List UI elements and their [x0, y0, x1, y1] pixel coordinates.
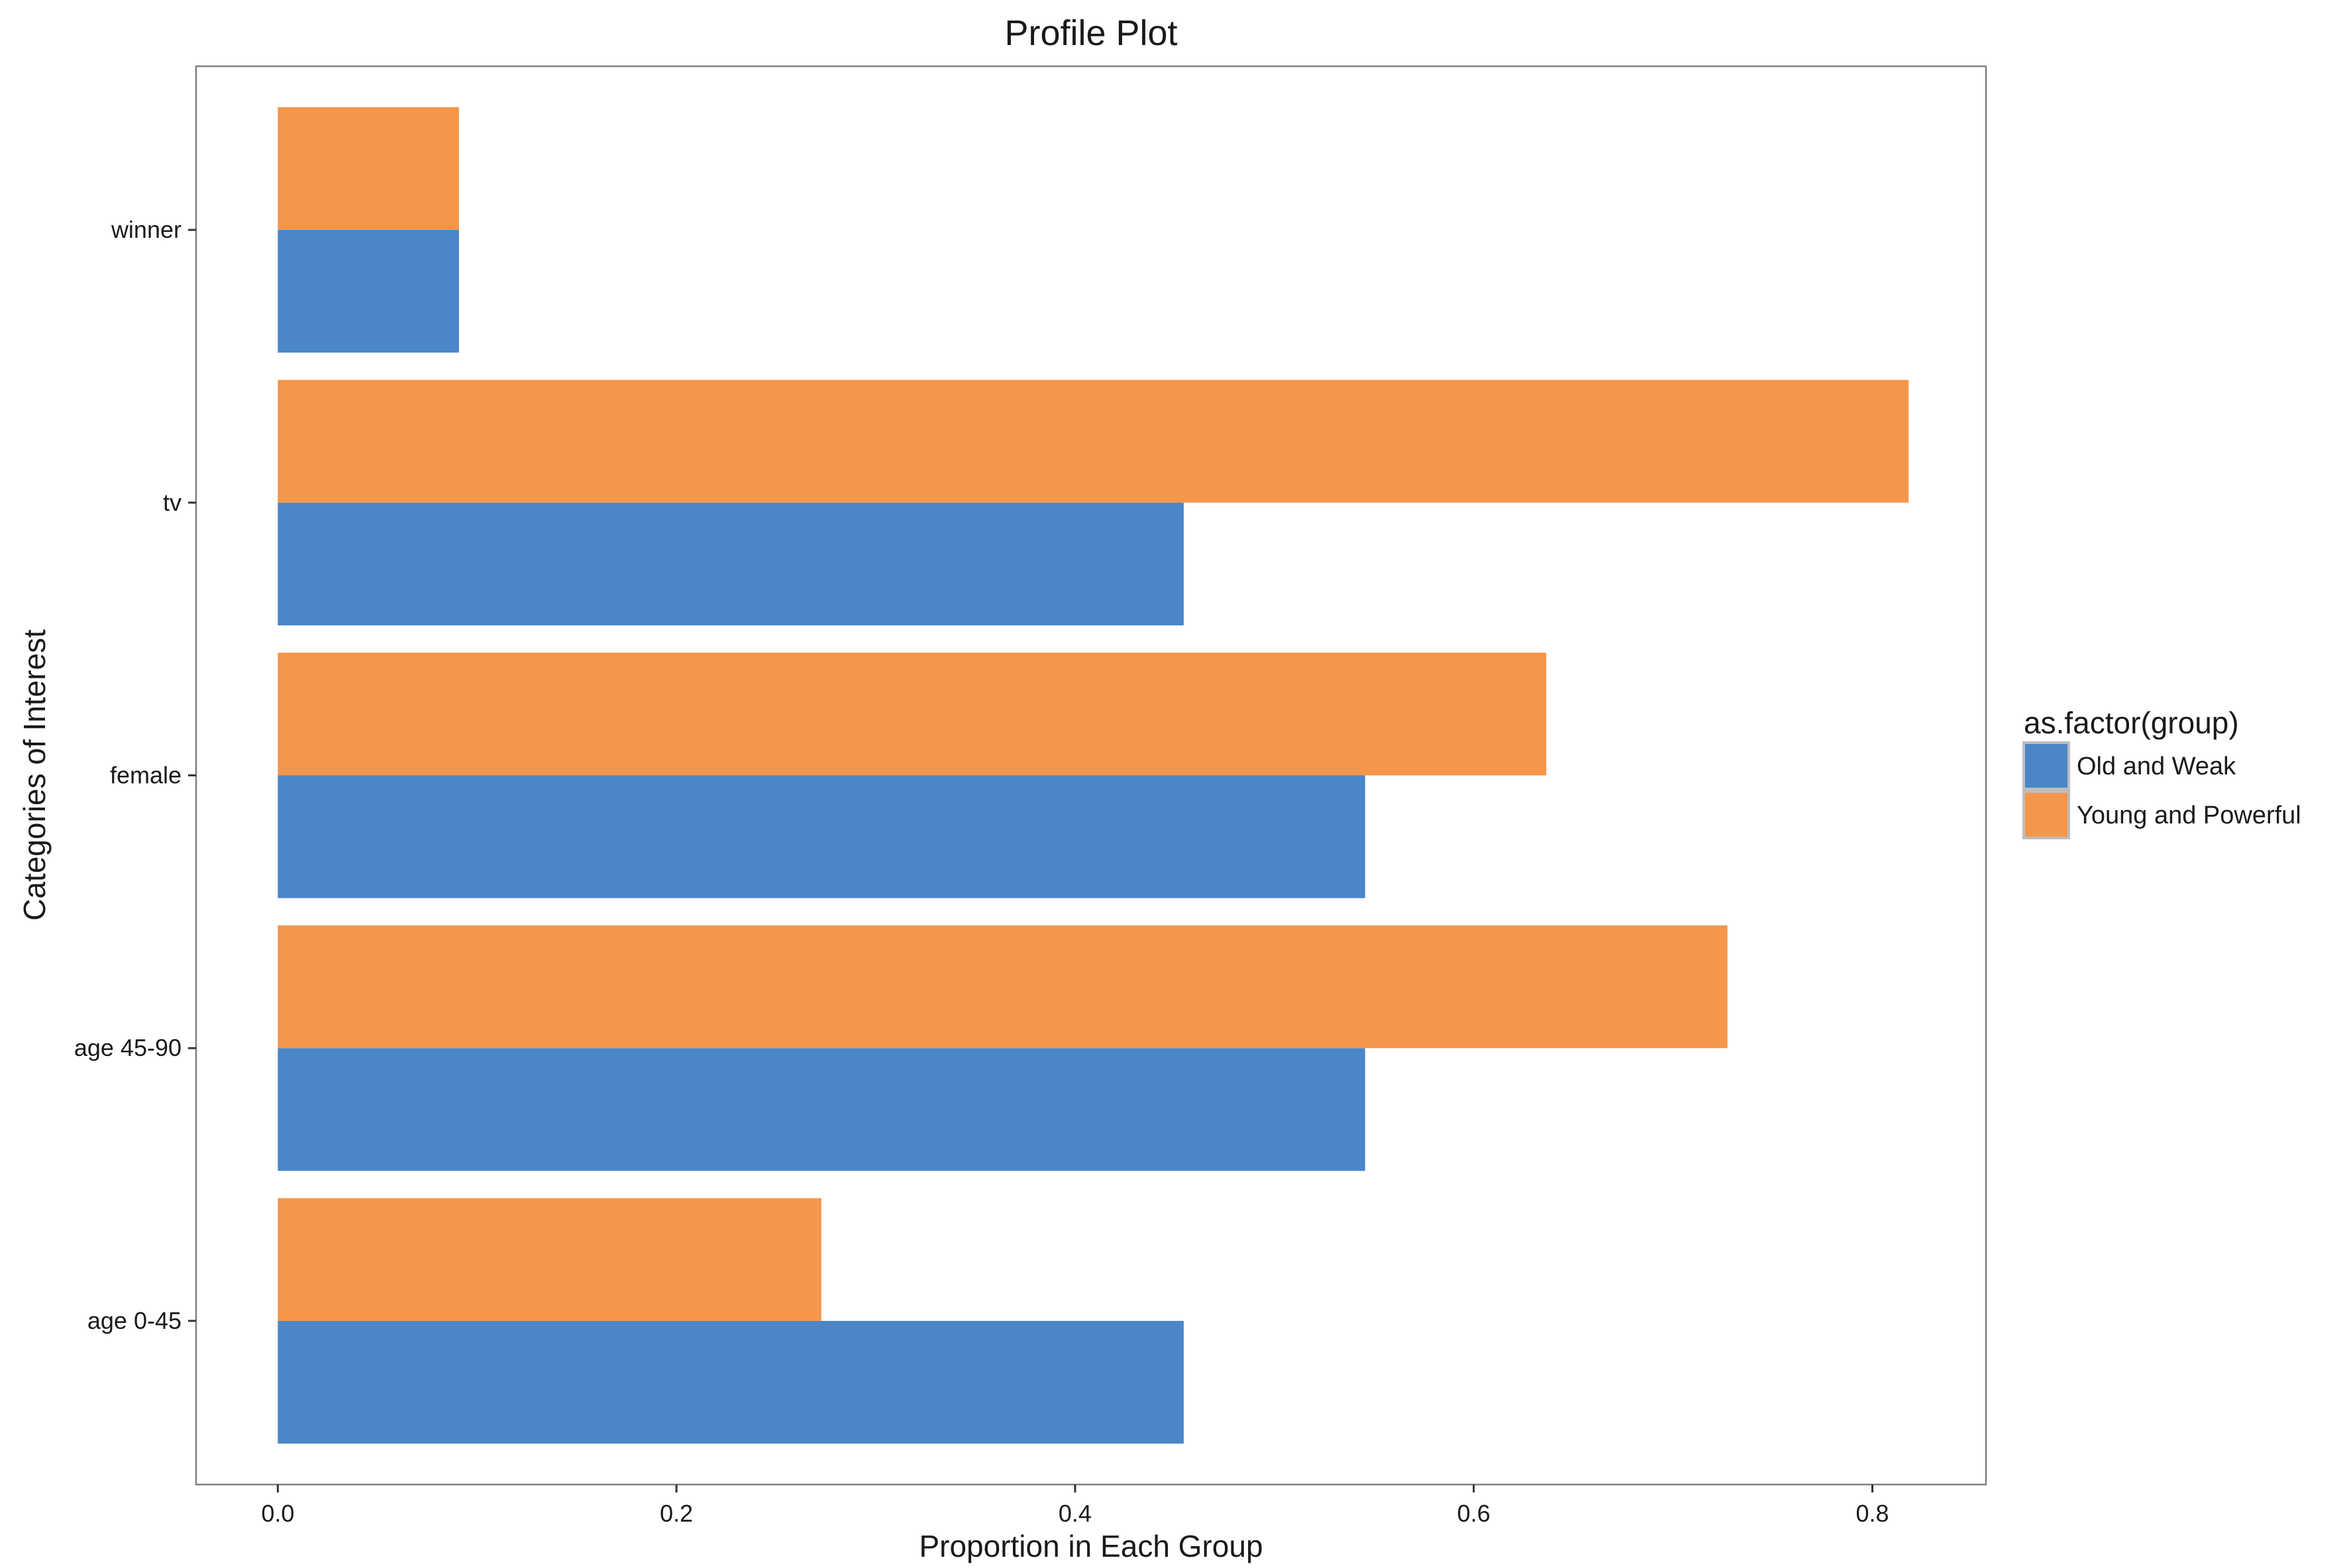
y-tick-label: tv: [163, 489, 182, 516]
legend-label: Old and Weak: [2077, 753, 2236, 780]
y-tick-label: age 0-45: [87, 1307, 182, 1334]
y-tick-label: female: [110, 762, 182, 789]
bar-old-and-weak-tv: [278, 502, 1184, 626]
y-tick-label: age 45-90: [74, 1034, 182, 1061]
bar-young-and-powerful-female: [278, 653, 1547, 776]
bar-young-and-powerful-winner: [278, 107, 459, 231]
bar-old-and-weak-winner: [278, 230, 459, 353]
bar-old-and-weak-age-0-45: [278, 1320, 1184, 1444]
bar-young-and-powerful-age-0-45: [278, 1198, 821, 1321]
legend-key-old-and-weak: [2022, 741, 2070, 790]
legend-title: as.factor(group): [2024, 706, 2239, 740]
legend-key-young-and-powerful: [2022, 790, 2070, 839]
y-tick-label: winner: [111, 216, 182, 243]
bar-young-and-powerful-age-45-90: [278, 925, 1728, 1049]
bar-old-and-weak-age-45-90: [278, 1048, 1365, 1171]
legend-label: Young and Powerful: [2077, 802, 2301, 829]
bar-young-and-powerful-tv: [278, 380, 1909, 503]
bar-old-and-weak-female: [278, 775, 1365, 898]
x-axis: 0.0 0.2 0.4 0.6 0.8: [261, 1485, 1889, 1527]
x-tick-label: 0.2: [660, 1500, 693, 1527]
x-tick-label: 0.0: [261, 1500, 294, 1527]
x-axis-title: Proportion in Each Group: [919, 1529, 1263, 1563]
y-axis: age 0-45 age 45-90 female tv winner: [74, 216, 196, 1334]
bars-layer: [278, 107, 1909, 1444]
legend-items: Old and Weak Young and Powerful: [2022, 741, 2301, 839]
x-tick-label: 0.8: [1855, 1500, 1889, 1527]
y-axis-title: Categories of Interest: [17, 629, 52, 921]
chart-title: Profile Plot: [1004, 13, 1177, 53]
legend: as.factor(group) Old and Weak Young and P…: [2022, 706, 2301, 839]
x-tick-label: 0.4: [1059, 1500, 1092, 1527]
x-tick-label: 0.6: [1457, 1500, 1490, 1527]
